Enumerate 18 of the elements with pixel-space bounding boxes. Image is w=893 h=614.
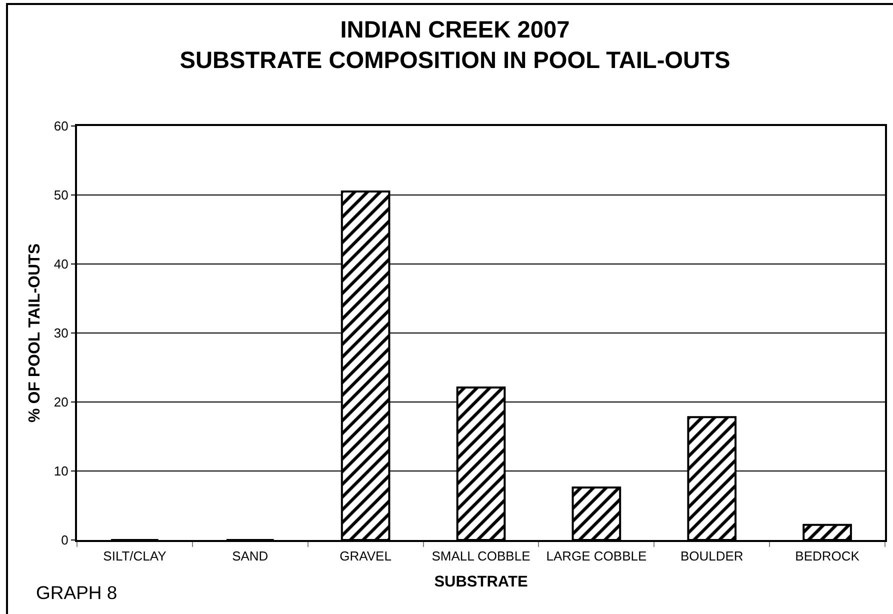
x-tick-label: LARGE COBBLE: [546, 548, 647, 564]
caption: GRAPH 8: [36, 582, 118, 603]
x-tick-label: SMALL COBBLE: [432, 548, 531, 564]
x-tick-label: BOULDER: [680, 548, 744, 564]
y-tick-label: 30: [54, 326, 68, 341]
x-axis-title: SUBSTRATE: [434, 573, 528, 590]
y-tick-label: 0: [61, 532, 68, 548]
x-tick-label: SILT/CLAY: [103, 548, 167, 564]
x-tick-label: BEDROCK: [795, 548, 860, 564]
x-tick-label: SAND: [232, 548, 268, 564]
y-tick-label: 40: [54, 256, 68, 272]
y-tick-label: 20: [54, 394, 68, 410]
y-tick-label: 60: [54, 118, 68, 134]
y-tick-label: 50: [54, 188, 68, 203]
x-tick-label: GRAVEL: [340, 548, 392, 564]
chart-title: INDIAN CREEK 2007 SUBSTRATE COMPOSITION IN POOL TAIL-OUTS: [180, 17, 730, 74]
y-tick-label: 10: [54, 464, 68, 479]
y-axis-title: % OF POOL TAIL-OUTS: [26, 243, 44, 422]
